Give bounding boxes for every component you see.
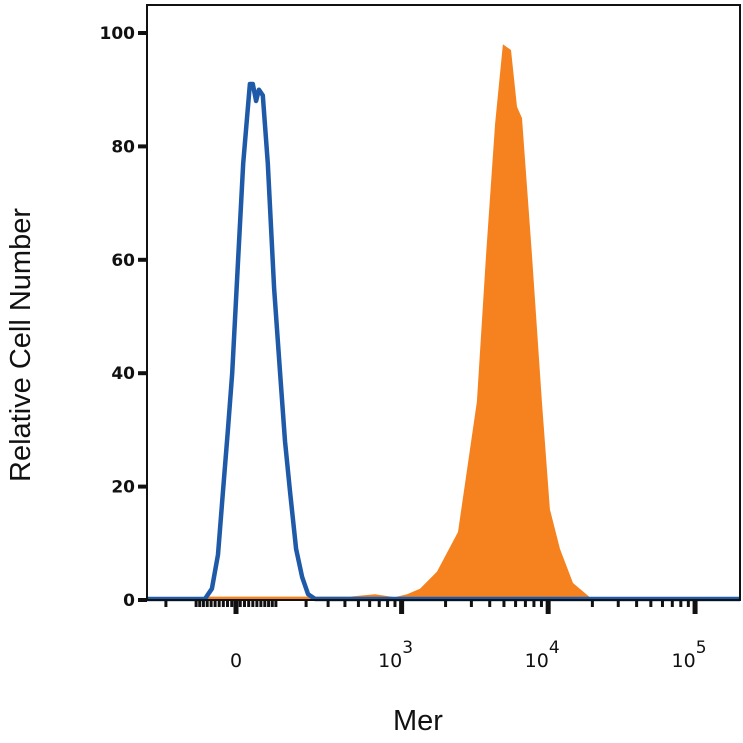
series-1-line bbox=[147, 81, 740, 602]
y-tick-label: 80 bbox=[111, 137, 135, 157]
y-tick-label: 20 bbox=[111, 478, 135, 498]
x-tick-exponent: 3 bbox=[402, 638, 413, 658]
x-tick-base: 10 bbox=[378, 650, 402, 672]
x-axis-label: Mer bbox=[393, 705, 443, 737]
x-tick-label: 0 bbox=[230, 650, 242, 672]
x-tick-base: 0 bbox=[230, 650, 242, 672]
y-tick-label: 40 bbox=[111, 364, 135, 384]
x-tick-label: 104 bbox=[525, 638, 560, 672]
y-tick-label: 0 bbox=[123, 591, 135, 611]
plot-frame bbox=[146, 4, 741, 601]
x-tick-exponent: 5 bbox=[696, 638, 707, 658]
y-tick-label: 100 bbox=[100, 24, 136, 44]
series-layer bbox=[147, 44, 740, 602]
x-tick-label: 103 bbox=[378, 638, 413, 672]
x-tick-base: 10 bbox=[525, 650, 549, 672]
x-tick-base: 10 bbox=[672, 650, 696, 672]
y-tick-label: 60 bbox=[111, 251, 135, 271]
y-axis-label: Relative Cell Number bbox=[5, 208, 37, 482]
series-0-area bbox=[203, 44, 594, 601]
x-tick-exponent: 4 bbox=[549, 638, 560, 658]
x-tick-label: 105 bbox=[672, 638, 707, 672]
